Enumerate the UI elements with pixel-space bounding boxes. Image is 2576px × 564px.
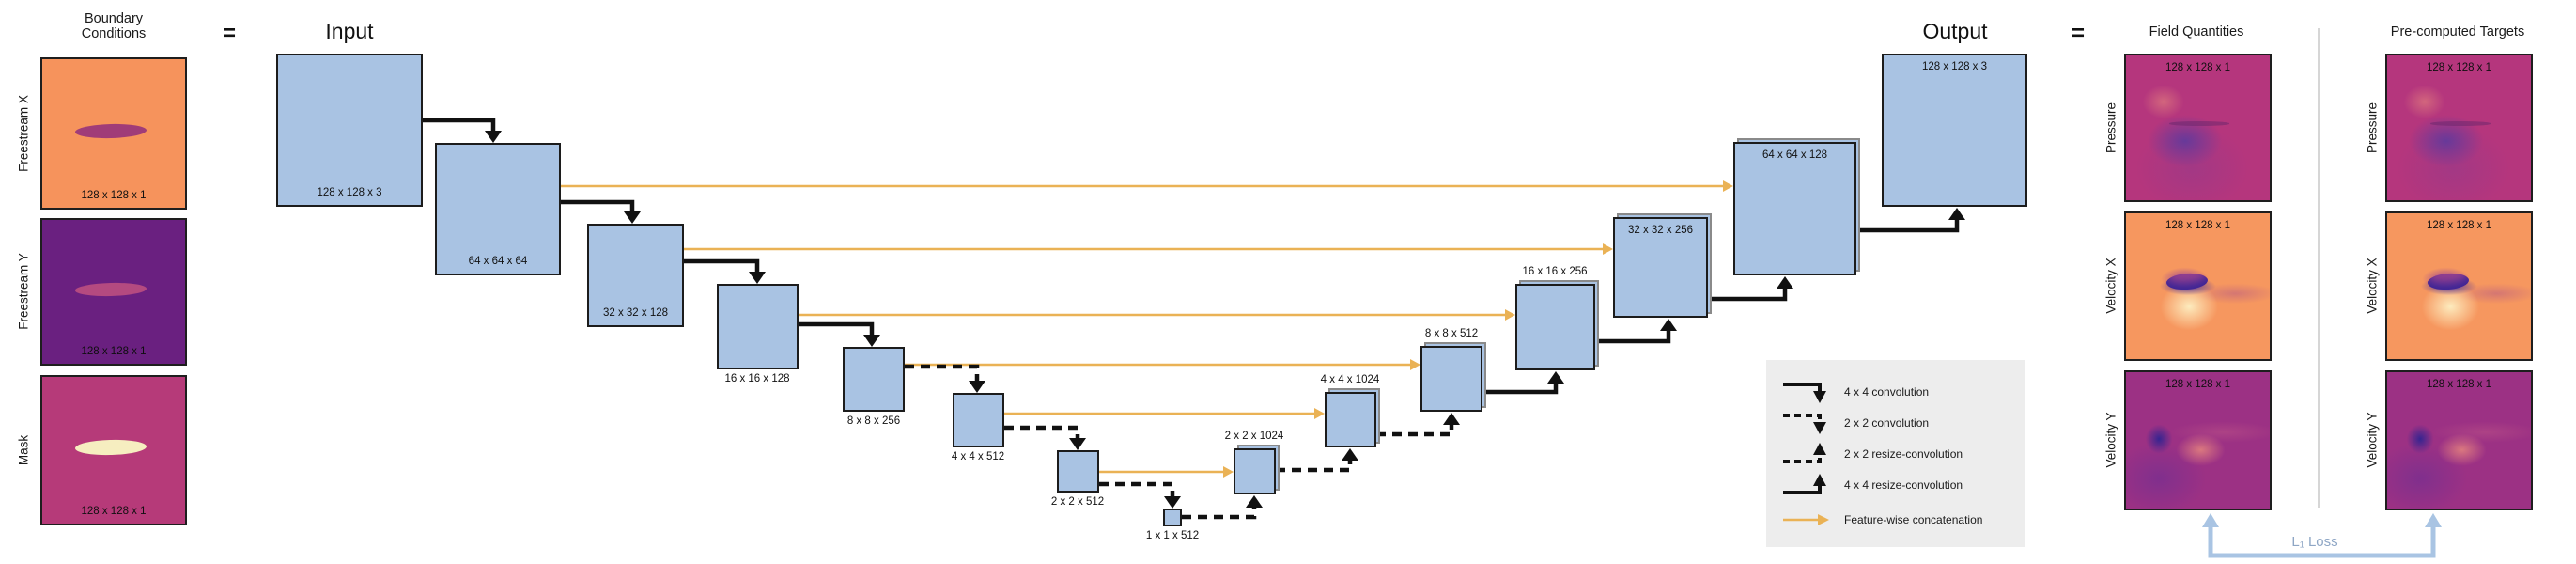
airfoil-silhouette [74, 282, 147, 298]
airfoil-silhouette [2168, 121, 2230, 126]
mask-image: 128 x 128 x 1 [40, 375, 187, 525]
image-size-caption: 128 x 128 x 1 [2426, 62, 2492, 73]
solid-up-arrow-icon [1783, 474, 1826, 494]
legend-item-4x4-resize-convolution: 4 x 4 resize-convolution [1780, 473, 1963, 497]
skip-connection-arrows [561, 180, 1733, 478]
legend-box [1766, 360, 2025, 547]
dashed-down-arrow-icon [1783, 414, 1826, 434]
block-label: 4 x 4 x 1024 [1320, 374, 1380, 385]
field-velocity-y-image: 128 x 128 x 1 [2124, 370, 2272, 510]
image-size-caption: 128 x 128 x 1 [2165, 220, 2231, 231]
field-velocity-y-label: Velocity Y [2103, 412, 2118, 468]
field-pressure-image: 128 x 128 x 1 [2124, 54, 2272, 202]
field-quantities-title: Field Quantities [2149, 24, 2244, 39]
unet-block-64x64x128: 64 x 64 x 128 [1733, 142, 1856, 275]
precomputed-targets-title: Pre-computed Targets [2390, 24, 2525, 39]
field-velocity-x-label: Velocity X [2103, 258, 2118, 314]
legend-item-2x2-convolution: 2 x 2 convolution [1780, 411, 1929, 435]
target-velocity-y-label: Velocity Y [2365, 412, 2380, 468]
airfoil-silhouette [74, 439, 147, 457]
image-size-caption: 128 x 128 x 1 [81, 190, 147, 201]
image-size-caption: 128 x 128 x 1 [2426, 379, 2492, 390]
image-size-caption: 128 x 128 x 1 [81, 506, 147, 517]
unet-block-32x32x256: 32 x 32 x 256 [1613, 217, 1708, 318]
input-title: Input [325, 19, 374, 43]
unet-block-4x4x512 [953, 393, 1004, 447]
image-size-caption: 128 x 128 x 1 [2165, 379, 2231, 390]
unet-block-16x16x256 [1515, 284, 1595, 370]
legend-item-4x4-convolution: 4 x 4 convolution [1780, 380, 1929, 404]
airfoil-silhouette [2427, 272, 2470, 291]
unet-block-8x8x256 [843, 347, 905, 412]
block-label: 8 x 8 x 512 [1424, 328, 1479, 339]
airfoil-silhouette [2429, 121, 2491, 126]
legend-item-2x2-resize-convolution: 2 x 2 resize-convolution [1780, 442, 1963, 466]
equals-sign-left: = [222, 21, 237, 46]
target-velocity-x-label: Velocity X [2365, 258, 2380, 314]
field-pressure-label: Pressure [2103, 102, 2118, 154]
target-pressure-image: 128 x 128 x 1 [2385, 54, 2533, 202]
equals-sign-right: = [2071, 21, 2086, 46]
target-pressure-label: Pressure [2365, 102, 2380, 154]
unet-block-4x4x1024 [1325, 392, 1376, 447]
unet-block-2x2x512 [1057, 450, 1099, 493]
airfoil-silhouette [74, 122, 147, 139]
freestream-x-image: 128 x 128 x 1 [40, 57, 187, 210]
unet-block-128x128x3: 128 x 128 x 3 [276, 54, 423, 207]
dashed-up-arrow-icon [1783, 443, 1826, 463]
l1-loss-arrow [2202, 513, 2442, 558]
encoder-arrowheads [485, 131, 1181, 509]
output-title: Output [1922, 19, 1988, 43]
freestream-y-image: 128 x 128 x 1 [40, 218, 187, 366]
block-label: 4 x 4 x 512 [951, 451, 1005, 462]
unet-block-64x64x64: 64 x 64 x 64 [435, 143, 561, 275]
freestream-y-label: Freestream Y [16, 253, 31, 330]
orange-right-arrow-icon [1783, 514, 1829, 525]
legend-item-feature-wise-concatenation: Feature-wise concatenation [1780, 508, 1982, 532]
image-size-caption: 128 x 128 x 1 [2426, 220, 2492, 231]
boundary-conditions-title: Boundary Conditions [81, 11, 147, 41]
block-label: 8 x 8 x 256 [846, 415, 901, 427]
image-size-caption: 128 x 128 x 1 [2165, 62, 2231, 73]
block-label: 2 x 2 x 1024 [1224, 431, 1284, 442]
target-velocity-y-image: 128 x 128 x 1 [2385, 370, 2533, 510]
unet-block-2x2x1024 [1234, 448, 1276, 494]
unet-block-8x8x512 [1420, 346, 1482, 412]
image-size-caption: 128 x 128 x 1 [81, 346, 147, 357]
decoder-arrowheads [1246, 208, 1965, 508]
airfoil-silhouette [2165, 272, 2209, 291]
decoder-resize-arrows [1182, 219, 1960, 520]
l1-loss-label: L₁ Loss [2291, 534, 2338, 550]
target-velocity-x-image: 128 x 128 x 1 [2385, 212, 2533, 361]
unet-output-block-128x128x3: 128 x 128 x 3 [1882, 54, 2027, 207]
solid-down-arrow-icon [1783, 383, 1826, 403]
block-label: 2 x 2 x 512 [1050, 496, 1105, 508]
unet-block-32x32x128: 32 x 32 x 128 [587, 224, 684, 327]
unet-block-1x1x512 [1163, 509, 1182, 526]
block-label: 1 x 1 x 512 [1145, 530, 1200, 541]
encoder-convolution-arrows [423, 118, 1175, 497]
mask-label: Mask [16, 434, 31, 466]
block-label: 16 x 16 x 128 [724, 373, 790, 384]
block-label: 16 x 16 x 256 [1522, 266, 1588, 277]
unet-block-16x16x128 [717, 284, 799, 369]
field-velocity-x-image: 128 x 128 x 1 [2124, 212, 2272, 361]
freestream-x-label: Freestream X [16, 95, 31, 172]
